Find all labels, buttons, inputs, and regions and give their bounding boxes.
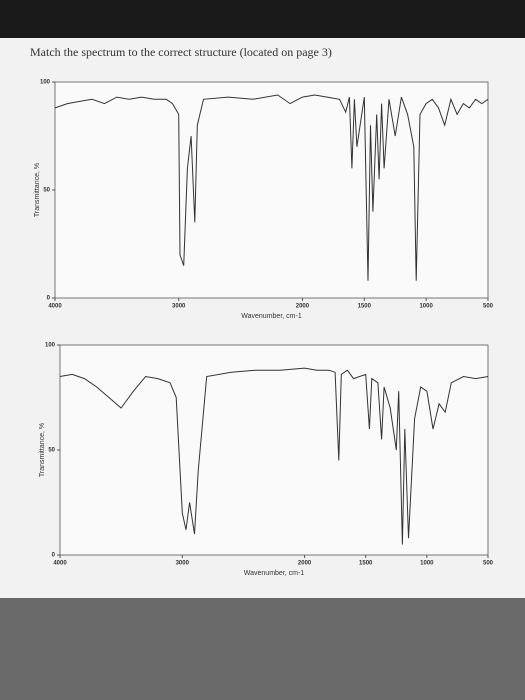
x-tick-label: 4000	[48, 304, 62, 310]
page-title: Match the spectrum to the correct struct…	[30, 45, 332, 59]
y-axis-label: Transmittance, %	[34, 163, 41, 217]
x-tick-label: 500	[483, 561, 494, 567]
x-axis-label: Wavenumber, cm-1	[241, 313, 302, 320]
x-tick-label: 3000	[172, 304, 186, 310]
y-tick-label: 0	[47, 296, 51, 302]
x-tick-label: 1500	[359, 561, 373, 567]
y-tick-label: 50	[48, 448, 55, 454]
spectrum-line	[59, 367, 489, 545]
x-tick-label: 1000	[420, 561, 434, 567]
x-tick-label: 4000	[53, 561, 67, 567]
x-tick-label: 1000	[419, 304, 433, 310]
y-tick-label: 100	[40, 80, 51, 86]
spectrum-line	[54, 94, 489, 281]
x-tick-label: 1500	[358, 304, 372, 310]
y-tick-label: 50	[43, 188, 50, 194]
y-tick-label: 100	[45, 343, 56, 349]
plot-area	[59, 344, 489, 556]
x-tick-label: 2000	[298, 561, 312, 567]
x-tick-label: 2000	[296, 304, 310, 310]
x-tick-label: 500	[483, 304, 494, 310]
x-axis-label: Wavenumber, cm-1	[244, 570, 305, 577]
y-axis-label: Transmittance, %	[39, 423, 46, 477]
plot-area	[54, 81, 489, 299]
y-tick-label: 0	[52, 553, 56, 559]
x-tick-label: 3000	[176, 561, 190, 567]
desk	[0, 598, 525, 700]
